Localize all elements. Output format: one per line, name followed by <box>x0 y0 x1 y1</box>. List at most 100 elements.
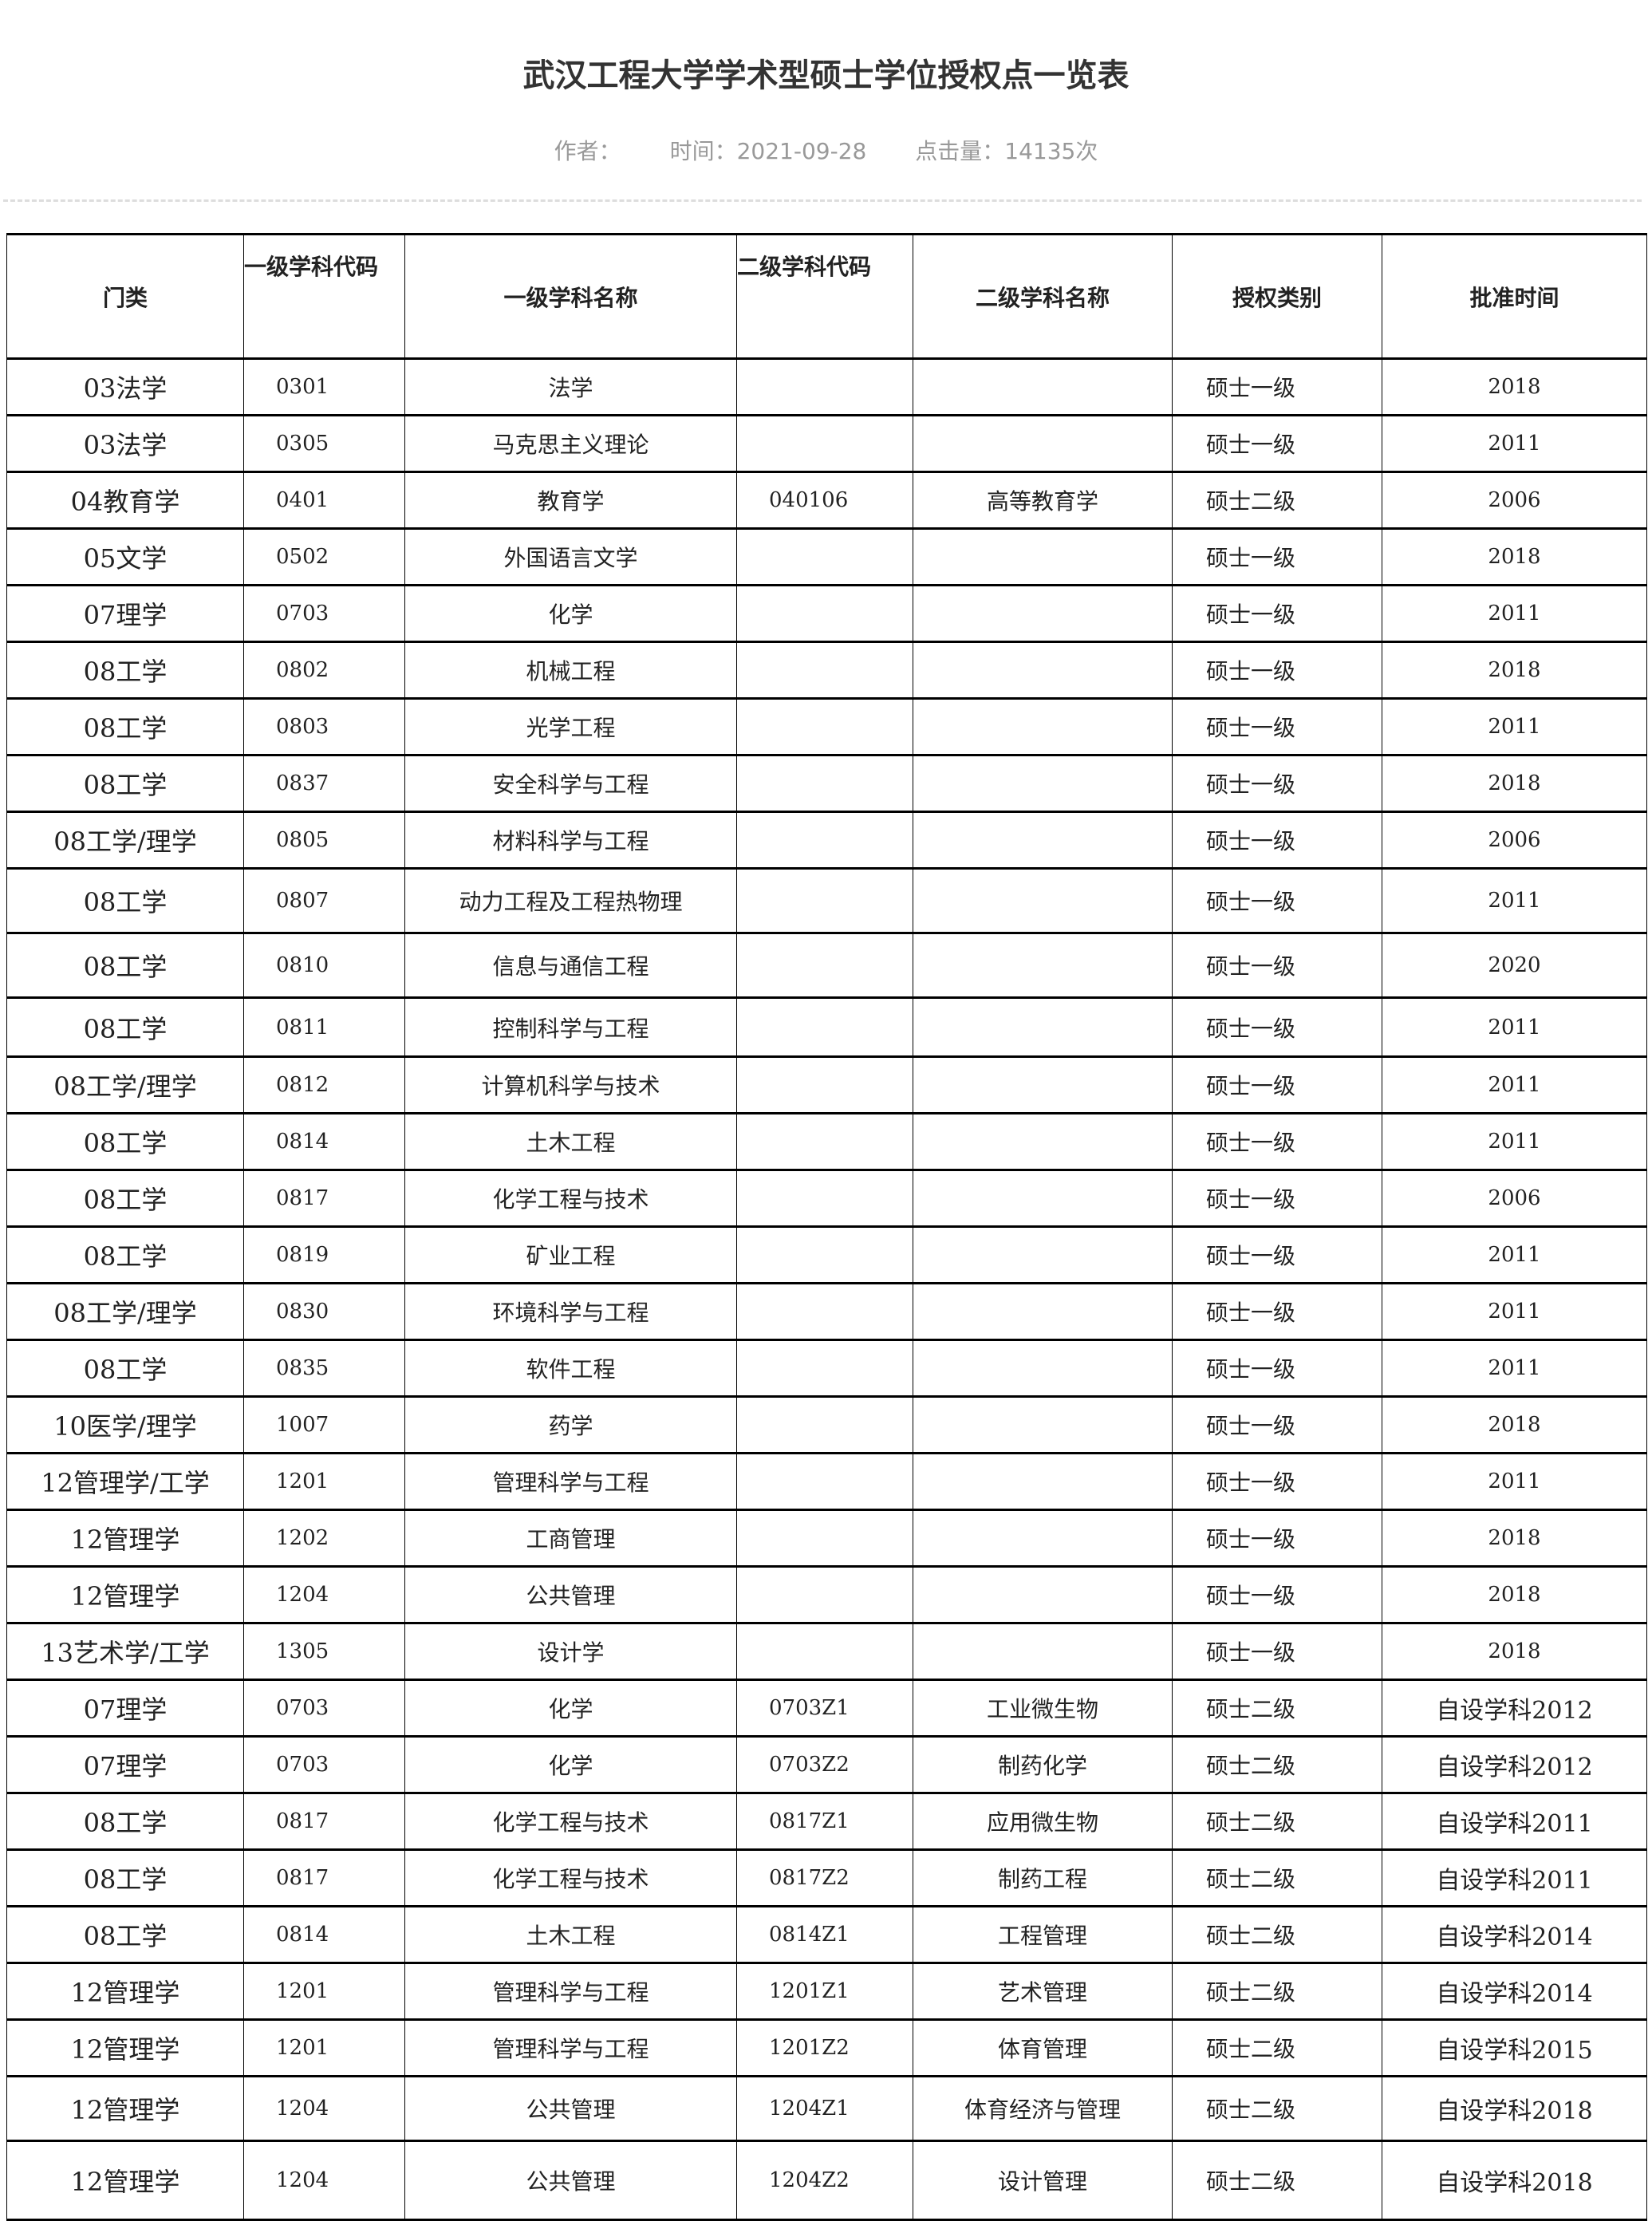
cell-level2-code <box>736 527 913 586</box>
cell-approval-time: 2011 <box>1382 1452 1647 1511</box>
cell-level1-code: 1204 <box>243 2140 405 2221</box>
cell-category: 07理学 <box>6 1679 244 1738</box>
table-row: 12管理学 1204 公共管理 硕士一级 2018 <box>6 1565 1647 1624</box>
cell-level1-name: 环境科学与工程 <box>404 1282 737 1341</box>
cell-auth-type: 硕士一级 <box>1172 996 1382 1058</box>
cell-auth-type: 硕士二级 <box>1172 1679 1382 1738</box>
cell-category: 12管理学 <box>6 1962 244 2021</box>
cell-level1-code: 0805 <box>243 811 405 870</box>
cell-auth-type: 硕士一级 <box>1172 584 1382 643</box>
cell-level2-code <box>736 1452 913 1511</box>
cell-level1-code: 0819 <box>243 1225 405 1284</box>
cell-category: 07理学 <box>6 1735 244 1794</box>
cell-category: 08工学/理学 <box>6 1282 244 1341</box>
degree-table: 门类 一级学科代码 一级学科名称 二级学科代码 二级学科名称 授权类别 批准时间… <box>6 233 1647 2221</box>
table-row: 08工学 0811 控制科学与工程 硕士一级 2011 <box>6 996 1647 1058</box>
cell-approval-time: 自设学科2015 <box>1382 2018 1647 2077</box>
table-row: 04教育学 0401 教育学 040106 高等教育学 硕士二级 2006 <box>6 471 1647 530</box>
cell-level2-code: 1201Z1 <box>736 1962 913 2021</box>
cell-level2-code <box>736 811 913 870</box>
cell-auth-type: 硕士二级 <box>1172 1962 1382 2021</box>
cell-category: 12管理学 <box>6 2018 244 2077</box>
page-title: 武汉工程大学学术型硕士学位授权点一览表 <box>522 57 1130 94</box>
cell-auth-type: 硕士一级 <box>1172 1055 1382 1114</box>
cell-level1-code: 0301 <box>243 357 405 416</box>
cell-auth-type: 硕士二级 <box>1172 1792 1382 1851</box>
cell-level1-name: 管理科学与工程 <box>404 1962 737 2021</box>
cell-level2-name <box>913 1169 1173 1228</box>
author-label-text: 作者： <box>554 138 621 164</box>
cell-approval-time: 2011 <box>1382 867 1647 934</box>
cell-level2-code: 0703Z2 <box>736 1735 913 1794</box>
cell-level1-code: 1204 <box>243 2075 405 2142</box>
table-row: 08工学 0814 土木工程 0814Z1 工程管理 硕士二级 自设学科2014 <box>6 1905 1647 1964</box>
table-row: 08工学/理学 0812 计算机科学与技术 硕士一级 2011 <box>6 1055 1647 1114</box>
cell-level2-name <box>913 1282 1173 1341</box>
cell-approval-time: 2011 <box>1382 1225 1647 1284</box>
cell-level2-name <box>913 1225 1173 1284</box>
cell-auth-type: 硕士一级 <box>1172 1282 1382 1341</box>
cell-approval-time: 2018 <box>1382 527 1647 586</box>
table-row: 12管理学/工学 1201 管理科学与工程 硕士一级 2011 <box>6 1452 1647 1511</box>
cell-approval-time: 自设学科2018 <box>1382 2140 1647 2221</box>
cell-level1-name: 管理科学与工程 <box>404 2018 737 2077</box>
cell-approval-time: 2011 <box>1382 996 1647 1058</box>
cell-approval-time: 2011 <box>1382 697 1647 756</box>
cell-level2-code <box>736 1282 913 1341</box>
cell-level2-code <box>736 754 913 813</box>
cell-level1-name: 药学 <box>404 1395 737 1454</box>
cell-approval-time: 2011 <box>1382 1282 1647 1341</box>
cell-level2-name <box>913 867 1173 934</box>
cell-category: 12管理学 <box>6 1509 244 1568</box>
cell-auth-type: 硕士一级 <box>1172 1622 1382 1681</box>
cell-level1-name: 土木工程 <box>404 1112 737 1171</box>
cell-level2-code: 0703Z1 <box>736 1679 913 1738</box>
cell-approval-time: 2006 <box>1382 811 1647 870</box>
table-row: 08工学 0802 机械工程 硕士一级 2018 <box>6 641 1647 700</box>
cell-level2-code <box>736 1112 913 1171</box>
time-value: 2021-09-28 <box>736 138 867 164</box>
cell-auth-type: 硕士二级 <box>1172 1848 1382 1907</box>
cell-auth-type: 硕士一级 <box>1172 414 1382 473</box>
cell-auth-type: 硕士二级 <box>1172 471 1382 530</box>
table-row: 08工学 0817 化学工程与技术 硕士一级 2006 <box>6 1169 1647 1228</box>
cell-approval-time: 2020 <box>1382 932 1647 999</box>
cell-level2-code <box>736 1225 913 1284</box>
cell-level2-name <box>913 527 1173 586</box>
cell-level1-name: 公共管理 <box>404 2075 737 2142</box>
cell-level2-code <box>736 414 913 473</box>
cell-category: 03法学 <box>6 357 244 416</box>
table-row: 08工学/理学 0805 材料科学与工程 硕士一级 2006 <box>6 811 1647 870</box>
cell-level1-name: 矿业工程 <box>404 1225 737 1284</box>
cell-level1-code: 0814 <box>243 1112 405 1171</box>
cell-level2-name: 设计管理 <box>913 2140 1173 2221</box>
cell-category: 13艺术学/工学 <box>6 1622 244 1681</box>
cell-category: 08工学 <box>6 754 244 813</box>
cell-level2-code <box>736 1622 913 1681</box>
cell-level1-name: 化学工程与技术 <box>404 1169 737 1228</box>
cell-level2-name <box>913 357 1173 416</box>
cell-category: 08工学 <box>6 932 244 999</box>
cell-level1-name: 信息与通信工程 <box>404 932 737 999</box>
cell-approval-time: 2018 <box>1382 357 1647 416</box>
cell-category: 12管理学 <box>6 2140 244 2221</box>
cell-level1-name: 教育学 <box>404 471 737 530</box>
table-row: 07理学 0703 化学 硕士一级 2011 <box>6 584 1647 643</box>
cell-level2-name <box>913 1565 1173 1624</box>
cell-approval-time: 2011 <box>1382 1055 1647 1114</box>
cell-category: 08工学 <box>6 1848 244 1907</box>
cell-level1-code: 1007 <box>243 1395 405 1454</box>
table-row: 08工学 0814 土木工程 硕士一级 2011 <box>6 1112 1647 1171</box>
cell-level2-code: 0814Z1 <box>736 1905 913 1964</box>
header-category: 门类 <box>6 233 244 360</box>
cell-approval-time: 2018 <box>1382 1509 1647 1568</box>
cell-category: 08工学 <box>6 1792 244 1851</box>
cell-level1-code: 0810 <box>243 932 405 999</box>
cell-approval-time: 自设学科2018 <box>1382 2075 1647 2142</box>
cell-level2-code <box>736 1395 913 1454</box>
views-label: 点击量： <box>915 138 1005 164</box>
cell-level1-code: 0811 <box>243 996 405 1058</box>
cell-level1-code: 1201 <box>243 2018 405 2077</box>
cell-level1-name: 法学 <box>404 357 737 416</box>
cell-auth-type: 硕士一级 <box>1172 754 1382 813</box>
